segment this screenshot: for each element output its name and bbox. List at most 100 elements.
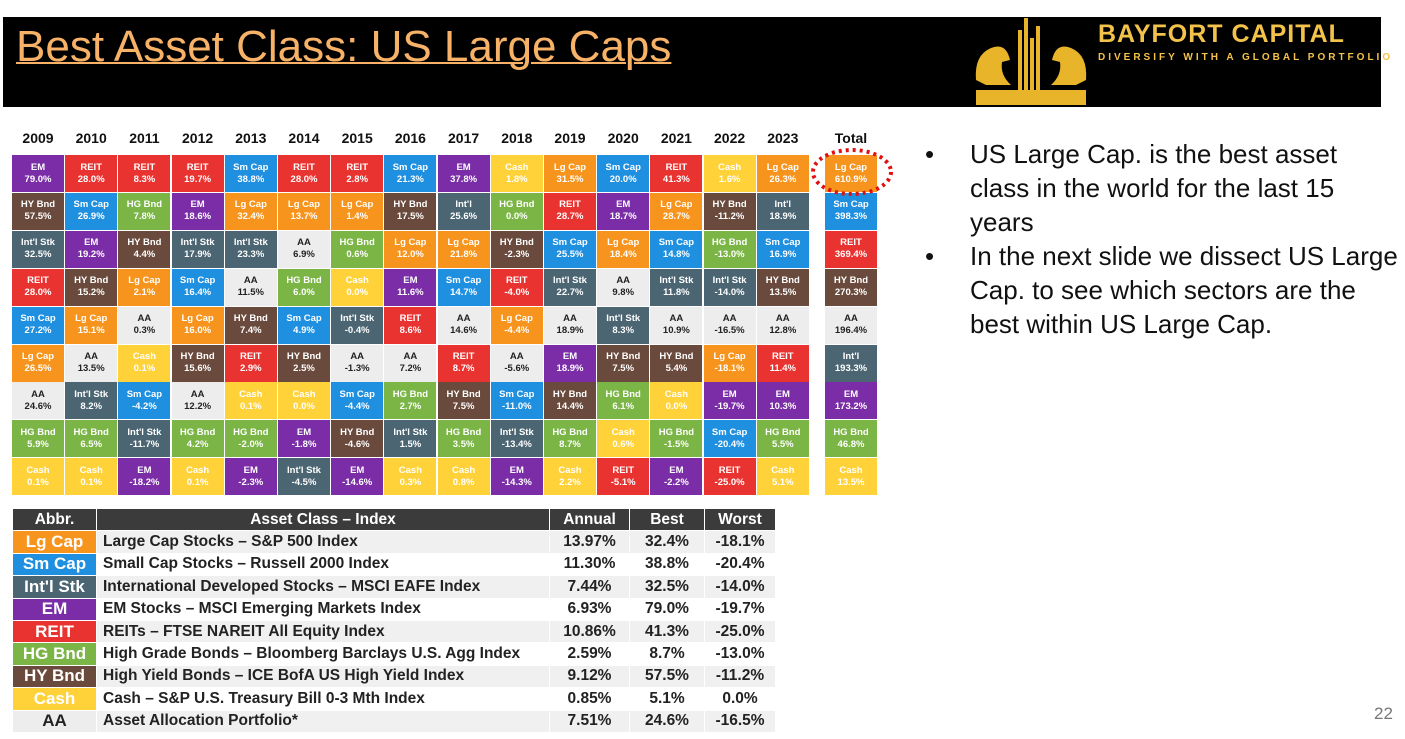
table-header: Abbr. Asset Class – Index Annual Best Worst bbox=[12, 507, 776, 532]
table-row: Lg Cap Large Cap Stocks – S&P 500 Index 13… bbox=[12, 530, 776, 554]
header-cell: Best bbox=[629, 507, 705, 532]
table-cell: -13.0% bbox=[704, 642, 776, 666]
grid-cell: EM 18.9% bbox=[544, 344, 596, 382]
cell-value: 11.6% bbox=[397, 287, 424, 299]
grid-cell: Cash 0.1% bbox=[171, 458, 224, 496]
cell-label: Int'l Stk bbox=[340, 313, 375, 325]
cell-value: 11.4% bbox=[769, 363, 796, 374]
cell-label: Int'l Stk bbox=[393, 426, 428, 438]
cell-value: 2.1% bbox=[133, 287, 156, 299]
grid-cell: AA 9.8% bbox=[597, 268, 650, 306]
grid-cell: Int'l 193.3% bbox=[825, 344, 877, 382]
cell-value: 0.3% bbox=[133, 325, 156, 337]
cell-label: Sm Cap bbox=[765, 237, 801, 249]
cell-label: Sm Cap bbox=[605, 161, 641, 173]
table-cell: -16.5% bbox=[704, 709, 776, 733]
grid-cell: AA 12.2% bbox=[171, 382, 224, 420]
cell-label: HY Bnd bbox=[180, 351, 215, 362]
cell-label: HG Bnd bbox=[833, 426, 869, 438]
table-cell: REITs – FTSE NAREIT All Equity Index bbox=[96, 619, 550, 644]
grid-cell: Cash 1.6% bbox=[703, 155, 756, 192]
cell-value: 0.0% bbox=[665, 400, 688, 412]
title: Best Asset Class: US Large Caps bbox=[16, 22, 672, 71]
cell-label: AA bbox=[31, 388, 45, 400]
cell-label: HG Bnd bbox=[658, 426, 695, 438]
cell-value: 1.8% bbox=[505, 173, 528, 185]
cell-value: 18.7% bbox=[609, 211, 637, 223]
cell-value: 17.9% bbox=[184, 249, 212, 261]
cell-label: EM bbox=[243, 464, 258, 476]
cell-label: EM bbox=[509, 464, 524, 476]
table-cell: -20.4% bbox=[704, 552, 776, 577]
cell-value: 7.8% bbox=[133, 211, 156, 223]
grid-cell: Lg Cap 26.5% bbox=[12, 344, 64, 382]
cell-value: 13.5% bbox=[769, 287, 797, 299]
grid-cell: REIT 2.8% bbox=[331, 155, 384, 192]
cell-value: -13.0% bbox=[714, 249, 745, 261]
cell-label: REIT bbox=[293, 161, 315, 173]
cell-value: 32.5% bbox=[24, 249, 52, 261]
cell-value: -20.4% bbox=[714, 438, 745, 450]
cell-label: Lg Cap bbox=[128, 275, 161, 287]
table-cell: 8.7% bbox=[629, 642, 705, 666]
grid-cell: HG Bnd 6.5% bbox=[65, 420, 118, 458]
cell-label: AA bbox=[669, 313, 684, 325]
cell-value: 2.9% bbox=[239, 363, 262, 374]
table-cell: 10.86% bbox=[549, 619, 630, 644]
cell-value: 4.4% bbox=[133, 249, 156, 261]
cell-value: 173.2% bbox=[834, 400, 868, 412]
cell-value: -5.6% bbox=[504, 363, 530, 374]
grid-cell: Int'l Stk 22.7% bbox=[544, 268, 596, 306]
table-row: Sm Cap Small Cap Stocks – Russell 2000 In… bbox=[12, 552, 776, 577]
grid-cell: Int'l Stk 8.2% bbox=[65, 382, 118, 420]
table-cell: HG Bnd bbox=[12, 642, 97, 666]
cell-label: EM bbox=[456, 161, 471, 173]
cell-label: Cash bbox=[664, 388, 688, 400]
cell-value: 0.1% bbox=[186, 476, 209, 488]
cell-value: 270.3% bbox=[834, 287, 868, 299]
cell-label: REIT bbox=[239, 351, 262, 362]
cell-value: 6.5% bbox=[80, 438, 103, 450]
grid-cell: Int'l Stk -4.5% bbox=[278, 458, 330, 496]
grid-cell: Int'l 25.6% bbox=[437, 192, 490, 230]
grid-cell: EM 37.8% bbox=[437, 155, 490, 192]
cell-label: Lg Cap bbox=[341, 199, 374, 211]
cell-label: REIT bbox=[718, 464, 741, 476]
grid-cell: Sm Cap -4.4% bbox=[331, 382, 384, 420]
grid-cell: EM 19.2% bbox=[65, 230, 118, 268]
cell-value: 16.0% bbox=[184, 325, 212, 337]
table-cell: High Yield Bonds – ICE BofA US High Yiel… bbox=[96, 664, 550, 689]
table-cell: 79.0% bbox=[629, 597, 705, 621]
cell-value: 14.7% bbox=[450, 287, 478, 299]
table-cell: -19.7% bbox=[704, 597, 776, 621]
year-header: 2010 bbox=[75, 130, 107, 146]
table-cell: EM Stocks – MSCI Emerging Markets Index bbox=[96, 597, 550, 621]
logo bbox=[975, 18, 1087, 105]
table-cell: 9.12% bbox=[549, 664, 630, 689]
cell-label: Lg Cap bbox=[447, 237, 480, 249]
cell-label: EM bbox=[722, 388, 737, 400]
cell-label: Lg Cap bbox=[21, 351, 55, 362]
table-row: HG Bnd High Grade Bonds – Bloomberg Barcl… bbox=[12, 642, 776, 666]
grid-cell: Lg Cap 21.8% bbox=[437, 230, 490, 268]
cell-value: 46.8% bbox=[837, 438, 865, 450]
grid-cell: HG Bnd 4.2% bbox=[171, 420, 224, 458]
grid-cell: Sm Cap 26.9% bbox=[65, 192, 118, 230]
table-cell: 6.93% bbox=[549, 597, 630, 621]
grid-cell: Sm Cap 14.8% bbox=[650, 230, 703, 268]
cell-label: HY Bnd bbox=[74, 275, 109, 287]
grid-cell: Cash 2.2% bbox=[544, 458, 596, 496]
table-row: HY Bnd High Yield Bonds – ICE BofA US Hig… bbox=[12, 664, 776, 689]
grid-cell: REIT 2.9% bbox=[224, 344, 277, 382]
cell-label: HY Bnd bbox=[233, 313, 268, 325]
cell-value: 4.2% bbox=[186, 438, 209, 450]
table-cell: Large Cap Stocks – S&P 500 Index bbox=[96, 530, 550, 554]
grid-cell: Sm Cap 14.7% bbox=[437, 268, 490, 306]
cell-label: REIT bbox=[559, 199, 581, 211]
grid-cell: HG Bnd 8.7% bbox=[544, 420, 596, 458]
grid-cell: REIT 28.0% bbox=[12, 268, 64, 306]
table-cell: 38.8% bbox=[629, 552, 705, 577]
cell-label: Cash bbox=[611, 426, 635, 438]
grid-cell: Int'l Stk 32.5% bbox=[12, 230, 64, 268]
grid-cell: AA 196.4% bbox=[825, 306, 877, 344]
